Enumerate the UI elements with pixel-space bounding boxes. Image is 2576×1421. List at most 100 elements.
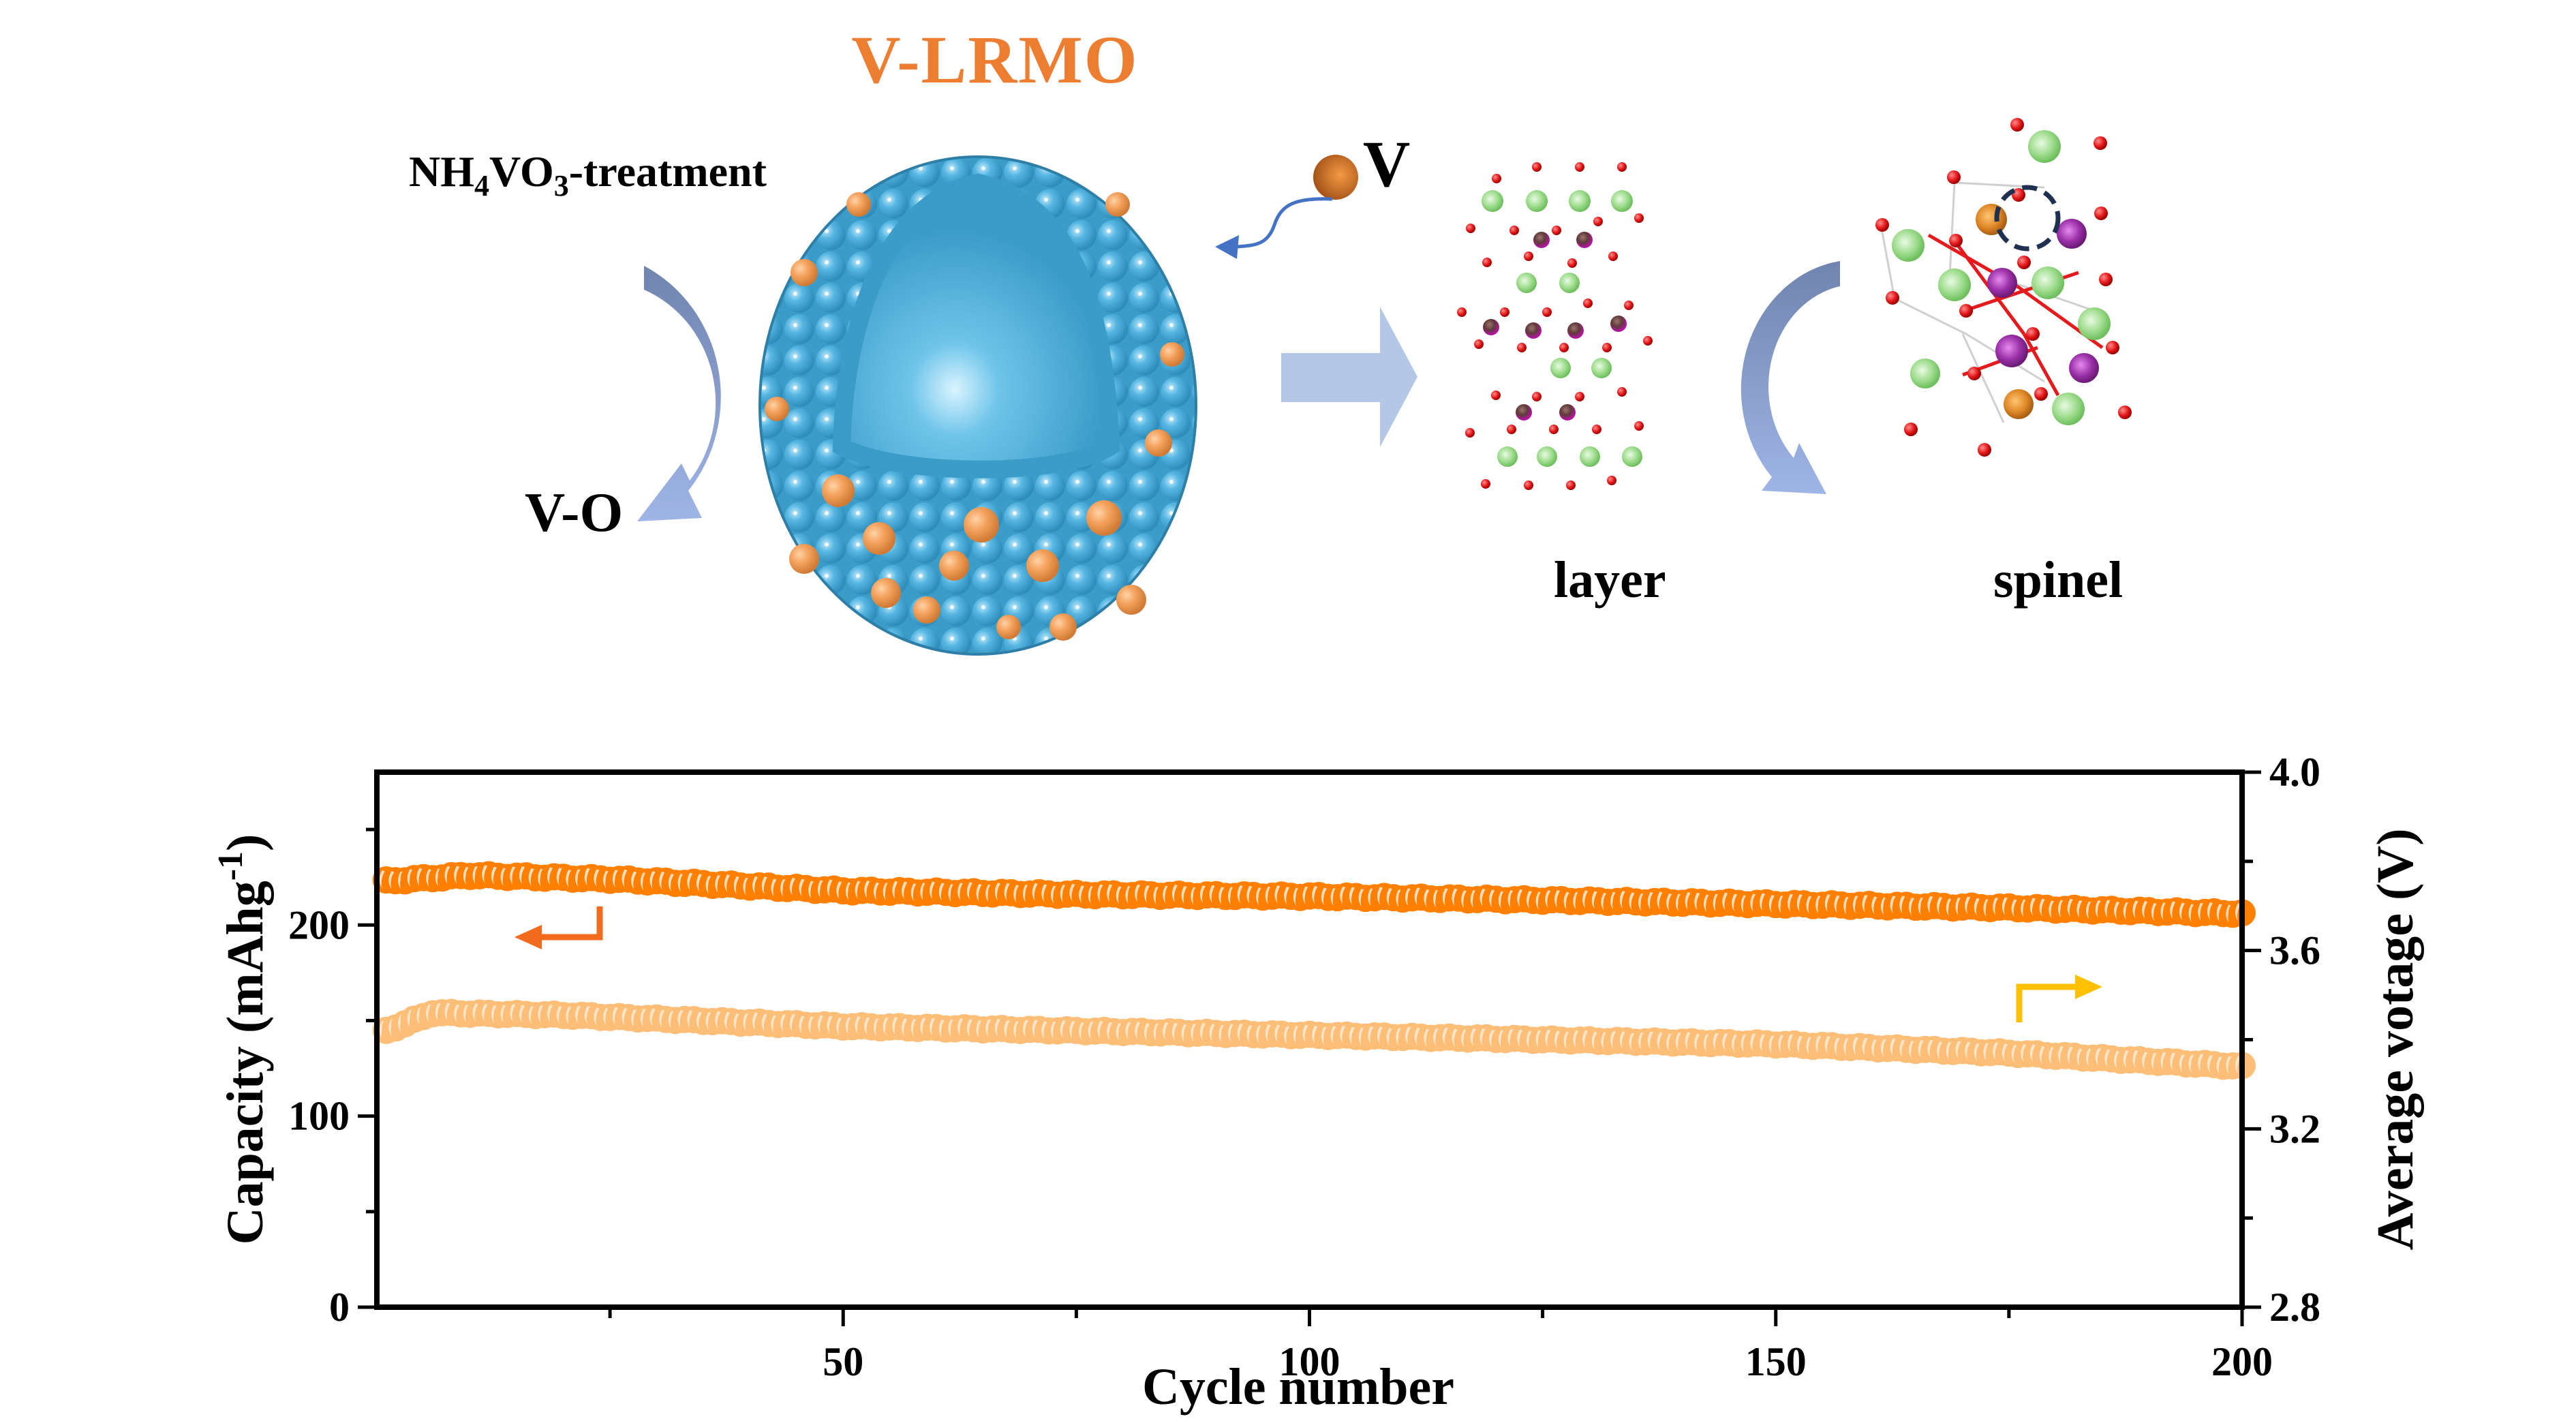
data-point-highlight (1918, 1039, 1924, 1058)
data-point-highlight (1545, 1029, 1551, 1048)
data-point-highlight (705, 876, 711, 894)
data-point-highlight (2076, 1048, 2083, 1067)
data-point-highlight (1638, 893, 1644, 911)
data-point-highlight (724, 1011, 731, 1030)
data-point-highlight (985, 884, 992, 902)
data-point-highlight (892, 1017, 898, 1035)
data-point-highlight (687, 872, 693, 891)
data-point-highlight (2160, 902, 2166, 921)
data-point-highlight (2132, 1050, 2138, 1068)
data-point-highlight (1685, 892, 1691, 911)
data-point-highlight (1274, 885, 1281, 904)
data-point-highlight (2198, 1054, 2204, 1072)
data-point-highlight (1937, 1041, 1943, 1060)
data-point-highlight (1125, 1022, 1131, 1040)
data-point-highlight (1144, 1023, 1150, 1041)
data-point-highlight (1768, 895, 1775, 913)
left-axis-arrow-icon (538, 906, 603, 941)
right-axis-arrow-icon (2016, 983, 2079, 1022)
data-point-highlight (1088, 886, 1094, 904)
data-point-highlight (668, 1011, 674, 1029)
y-right-tick-label: 2.8 (2269, 1285, 2320, 1330)
data-point-highlight (1079, 1022, 1085, 1040)
transform-arrow (1281, 307, 1417, 447)
data-point-highlight (1470, 890, 1476, 908)
data-point-highlight (528, 868, 534, 886)
data-point-highlight (1461, 1029, 1467, 1048)
v-atom-icon (1313, 155, 1358, 200)
data-point-highlight (1955, 1041, 1961, 1059)
data-point-highlight (1396, 889, 1402, 908)
data-point-highlight (1694, 1033, 1700, 1052)
data-point-highlight (1815, 1035, 1822, 1054)
data-point-highlight (1657, 1032, 1663, 1050)
data-point-highlight (780, 878, 786, 897)
data-point-highlight (902, 881, 908, 900)
data-point-highlight (2151, 1052, 2157, 1071)
y-left-axis-label: Capacity (mAhg-1) (211, 834, 274, 1245)
data-point-highlight (1890, 896, 1896, 914)
data-point-highlight (2076, 900, 2083, 918)
data-point-highlight (1144, 885, 1150, 903)
spinel-o-atoms (1875, 118, 2132, 457)
data-point-highlight (1582, 890, 1589, 908)
data-point-highlight (1218, 1024, 1225, 1043)
data-point-highlight (1852, 1037, 1858, 1055)
data-point-highlight (2057, 900, 2064, 918)
data-point-highlight (1442, 888, 1448, 906)
data-point-highlight (1479, 1028, 1486, 1046)
data-point-highlight (2011, 899, 2017, 917)
data-point-highlight (1321, 1026, 1327, 1045)
data-point-highlight (789, 877, 795, 896)
data-point-highlight (1778, 1035, 1784, 1053)
data-point-highlight (1396, 1028, 1402, 1046)
data-point-highlight (1293, 1026, 1299, 1044)
data-point-highlight (1638, 1032, 1644, 1050)
y-left-tick-label: 100 (288, 1094, 350, 1139)
data-point-highlight (1228, 1024, 1234, 1042)
data-point-highlight (2057, 1045, 2064, 1064)
data-point-highlight (1601, 1032, 1607, 1050)
axis-indicator-arrows (515, 906, 2102, 1022)
data-point-highlight (1461, 890, 1467, 908)
data-point-highlight (2235, 1056, 2241, 1074)
data-point-highlight (789, 1014, 795, 1033)
data-point-highlight (416, 868, 423, 886)
data-point-highlight (2198, 902, 2204, 921)
data-point-highlight (1209, 1024, 1215, 1042)
data-point-highlight (2086, 1048, 2092, 1067)
data-point-highlight (966, 882, 972, 900)
data-point-highlight (1051, 1021, 1057, 1039)
cycling-chart: 50 100 150 200 0 100 200 2.8 3.2 3.6 4.0 Cycle n… (211, 750, 2424, 1416)
data-point-highlight (827, 1015, 833, 1034)
data-point-highlight (1806, 896, 1812, 914)
data-point-highlight (547, 1005, 553, 1023)
data-point-highlight (957, 883, 964, 901)
data-point-highlight (1554, 890, 1560, 908)
tm-atoms (1483, 232, 1627, 421)
data-point-highlight (1368, 888, 1374, 906)
data-point-highlight (1535, 891, 1542, 910)
data-point-highlight (500, 868, 506, 886)
data-point-highlight (1069, 1021, 1075, 1039)
data-point-highlight (1852, 896, 1858, 914)
highlight-dashed-circle (1994, 185, 2061, 251)
data-point-highlight (1013, 885, 1019, 903)
data-point-highlight (677, 874, 684, 892)
data-point-highlight (976, 1020, 982, 1039)
data-point-highlight (1489, 1030, 1495, 1048)
data-point-highlight (1302, 1024, 1308, 1043)
data-point-highlight (799, 878, 805, 897)
y-right-tick-label: 3.6 (2269, 928, 2320, 973)
data-point-highlight (1405, 1026, 1411, 1045)
x-tick-label: 100 (1279, 1339, 1340, 1384)
data-point-highlight (1153, 887, 1159, 905)
data-point-highlight (1619, 891, 1625, 909)
data-point-highlight (1163, 1022, 1169, 1040)
data-point-highlight (1993, 1042, 1999, 1060)
data-point-highlight (1181, 886, 1187, 904)
data-point-highlight (910, 1019, 917, 1037)
data-point-highlight (1629, 1033, 1635, 1051)
data-point-highlight (799, 1015, 805, 1034)
data-point-highlight (1171, 1022, 1178, 1041)
